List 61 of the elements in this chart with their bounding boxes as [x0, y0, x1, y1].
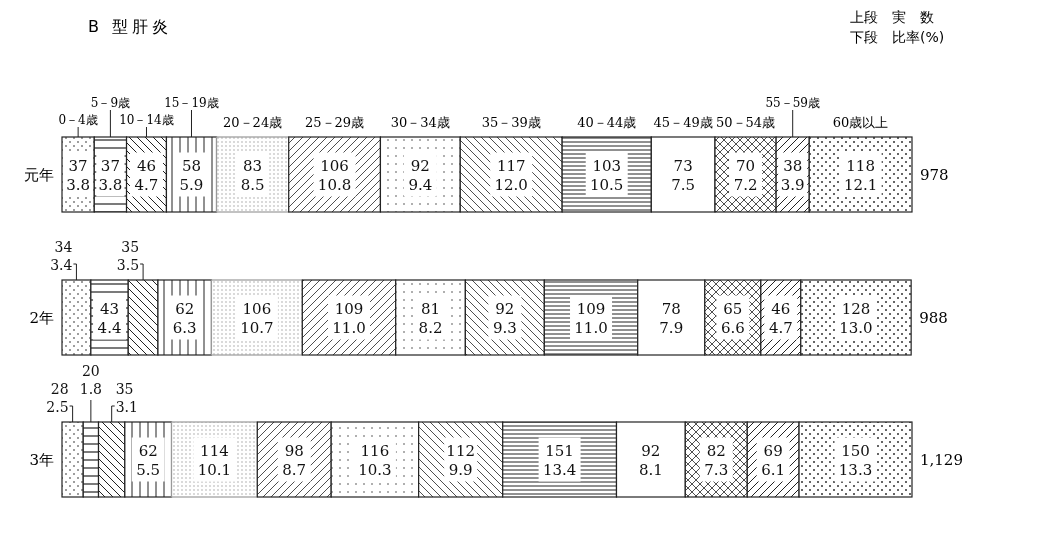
data-label: 28 2.5	[46, 381, 69, 415]
data-label: 83 8.5	[240, 156, 265, 194]
data-label: 70 7.2	[733, 156, 758, 194]
data-label: 65 6.6	[720, 299, 745, 337]
data-label: 92 9.4	[408, 156, 433, 194]
series-label: 30－34歳	[390, 115, 450, 130]
y-tick-label: 2年	[29, 308, 54, 327]
data-label: 116 10.3	[358, 441, 392, 479]
data-label: 98 8.7	[282, 441, 307, 479]
text: 988	[919, 308, 948, 327]
series-label: 40－44歳	[577, 115, 637, 130]
data-label: 150 13.3	[838, 441, 873, 479]
text: 1,129	[920, 450, 963, 469]
y-tick-label: 3年	[29, 450, 54, 469]
series-label: 0－4歳	[58, 113, 98, 127]
data-label: 46 4.7	[134, 156, 159, 194]
series-label: 50－54歳	[716, 115, 776, 130]
data-label: 109 11.0	[574, 299, 608, 337]
data-label: 82 7.3	[704, 441, 729, 479]
data-label: 37 3.8	[98, 156, 123, 194]
text: 55－59歳	[765, 96, 820, 110]
data-label: 92 9.3	[492, 299, 517, 337]
text: 978	[920, 165, 949, 184]
data-label: 34 3.4	[50, 239, 73, 273]
data-label: 103 10.5	[590, 156, 624, 194]
data-label: 73 7.5	[671, 156, 696, 194]
data-label: 106 10.7	[240, 299, 274, 337]
data-label: 69 6.1	[761, 441, 786, 479]
series-label: 35－39歳	[481, 115, 541, 130]
data-label: 117 12.0	[494, 156, 528, 194]
data-label: 114 10.1	[197, 441, 232, 479]
data-label: 78 7.9	[659, 299, 684, 337]
data-label: 46 4.7	[768, 299, 793, 337]
text: 上段 実 数	[850, 9, 934, 25]
data-label: 92 8.1	[638, 441, 663, 479]
data-label: 109 11.0	[332, 299, 366, 337]
series-label: 10－14歳	[119, 113, 174, 127]
data-label: 58 5.9	[179, 156, 204, 194]
data-label: 38 3.9	[780, 156, 805, 194]
data-label: 106 10.8	[317, 156, 352, 194]
data-label: 112 9.9	[446, 441, 475, 479]
data-label: 62 6.3	[172, 299, 197, 337]
series-label: 45－49歳	[653, 115, 713, 130]
chart-title: B 型肝炎	[88, 17, 173, 36]
data-label: 20 1.8	[79, 363, 102, 397]
text: 5－9歳	[90, 96, 131, 110]
data-label: 35 3.1	[115, 381, 138, 415]
data-label: 43 4.4	[97, 299, 122, 337]
series-label: 25－29歳	[305, 115, 365, 130]
text: 下段 比率(%)	[850, 29, 945, 45]
data-label: 81 8.2	[418, 299, 443, 337]
y-tick-label: 元年	[24, 165, 54, 184]
data-label: 151 13.4	[542, 441, 577, 479]
data-label: 128 13.0	[839, 299, 873, 337]
series-label: 20－24歳	[223, 115, 283, 130]
data-label: 62 5.5	[136, 441, 161, 479]
text: 15－19歳	[164, 96, 219, 110]
data-label: 37 3.8	[66, 156, 91, 194]
data-label: 118 12.1	[843, 156, 878, 194]
data-label: 35 3.5	[116, 239, 140, 273]
series-label: 60歳以上	[832, 115, 889, 130]
